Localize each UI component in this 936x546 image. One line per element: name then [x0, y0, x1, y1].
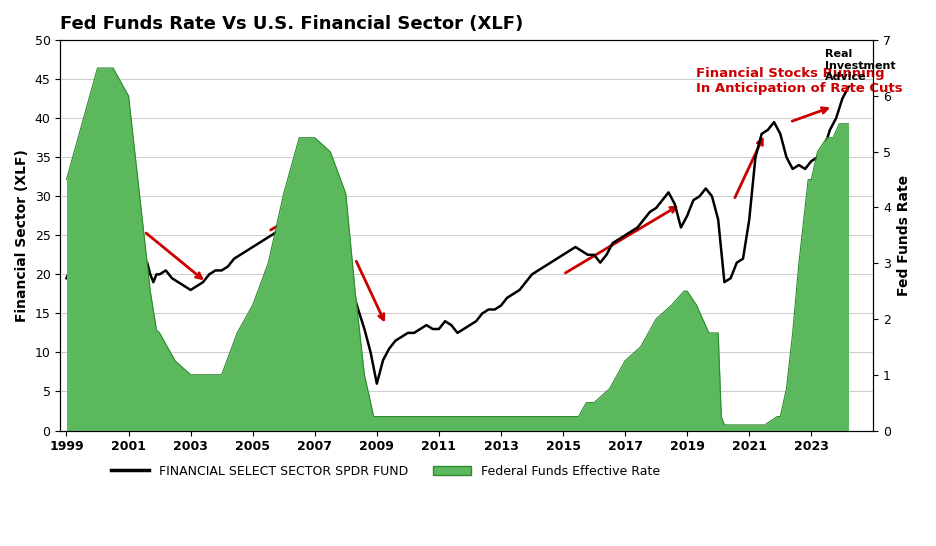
Text: Fed Funds Rate Vs U.S. Financial Sector (XLF): Fed Funds Rate Vs U.S. Financial Sector …: [60, 15, 523, 33]
Text: Financial Stocks Running
In Anticipation of Rate Cuts: Financial Stocks Running In Anticipation…: [695, 68, 902, 96]
Legend: FINANCIAL SELECT SECTOR SPDR FUND, Federal Funds Effective Rate: FINANCIAL SELECT SECTOR SPDR FUND, Feder…: [106, 460, 664, 483]
Y-axis label: Fed Funds Rate: Fed Funds Rate: [896, 175, 910, 296]
Text: Real
Investment
Advice: Real Investment Advice: [824, 49, 894, 82]
Y-axis label: Financial Sector (XLF): Financial Sector (XLF): [15, 149, 29, 322]
